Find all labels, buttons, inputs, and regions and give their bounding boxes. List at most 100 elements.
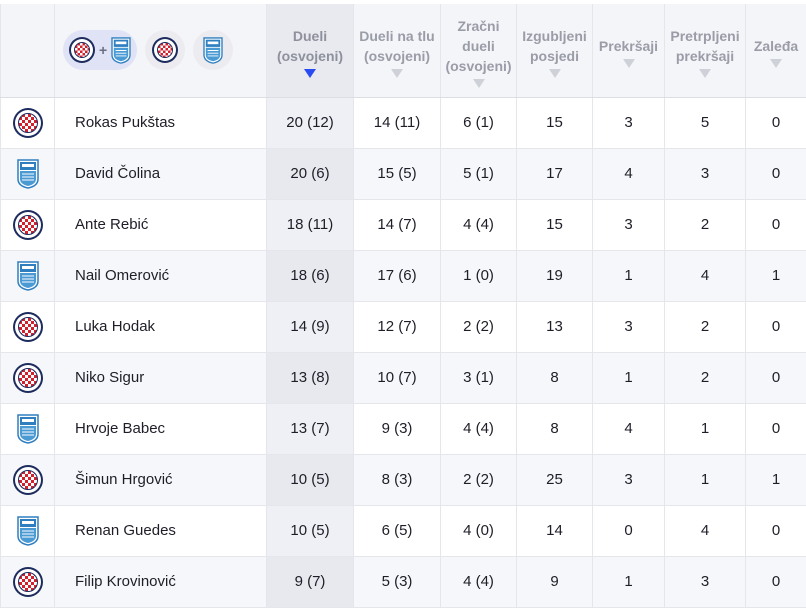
table-row[interactable]: Filip Krovinović 9 (7) 5 (3) 4 (4) 9 1 3…	[0, 556, 806, 608]
offsides-cell: 0	[745, 301, 806, 353]
ground-duels-cell: 17 (6)	[353, 250, 441, 302]
table-row[interactable]: Nail Omerović 18 (6) 17 (6) 1 (0) 19 1 4…	[0, 250, 806, 302]
lost-possession-cell: 17	[516, 148, 593, 200]
hajduk-crest-icon	[152, 37, 179, 64]
offsides-cell: 0	[745, 148, 806, 200]
aerial-duels-cell: 4 (4)	[440, 199, 517, 251]
ground-duels-cell: 12 (7)	[353, 301, 441, 353]
player-name[interactable]: Nail Omerović	[54, 250, 267, 302]
offsides-cell: 1	[745, 454, 806, 506]
offsides-cell: 0	[745, 97, 806, 149]
hajduk-crest-icon	[12, 362, 43, 393]
fouls-cell: 0	[592, 505, 665, 557]
hajduk-crest-icon	[12, 311, 43, 342]
aerial-duels-cell: 3 (1)	[440, 352, 517, 404]
duels-won-cell: 10 (5)	[266, 505, 354, 557]
column-header-duels[interactable]: Dueli (osvojeni)	[266, 4, 354, 98]
team-filters: +	[55, 30, 266, 71]
team-crest-cell	[0, 250, 55, 302]
player-name[interactable]: David Čolina	[54, 148, 267, 200]
fouls-cell: 3	[592, 454, 665, 506]
duels-won-cell: 18 (6)	[266, 250, 354, 302]
header-logo-cell	[0, 4, 55, 98]
shield-crest-icon	[111, 36, 131, 64]
team-crest-cell	[0, 505, 55, 557]
sort-arrow-icon	[699, 69, 711, 79]
sort-arrow-icon	[548, 69, 561, 79]
table-row[interactable]: Ante Rebić 18 (11) 14 (7) 4 (4) 15 3 2 0	[0, 199, 806, 251]
aerial-duels-cell: 1 (0)	[440, 250, 517, 302]
sort-arrow-icon	[472, 79, 485, 89]
team-filter-cell: +	[54, 4, 267, 98]
column-header-ground-duels[interactable]: Dueli na tlu (osvojeni)	[353, 4, 441, 98]
hajduk-crest-icon	[12, 107, 43, 138]
table-row[interactable]: Rokas Pukštas 20 (12) 14 (11) 6 (1) 15 3…	[0, 97, 806, 149]
aerial-duels-cell: 6 (1)	[440, 97, 517, 149]
player-name[interactable]: Ante Rebić	[54, 199, 267, 251]
ground-duels-cell: 14 (7)	[353, 199, 441, 251]
player-name[interactable]: Šimun Hrgović	[54, 454, 267, 506]
aerial-duels-cell: 4 (4)	[440, 556, 517, 608]
player-name[interactable]: Rokas Pukštas	[54, 97, 267, 149]
ground-duels-cell: 8 (3)	[353, 454, 441, 506]
fouls-cell: 3	[592, 301, 665, 353]
lost-possession-cell: 15	[516, 97, 593, 149]
column-header-lost-possession[interactable]: Izgubljeni posjedi	[516, 4, 593, 98]
offsides-cell: 0	[745, 505, 806, 557]
ground-duels-cell: 14 (11)	[353, 97, 441, 149]
fouls-cell: 4	[592, 403, 665, 455]
team-crest-cell	[0, 403, 55, 455]
filter-shield-team[interactable]	[193, 30, 234, 71]
shield-crest-icon	[16, 158, 39, 189]
duels-won-cell: 13 (8)	[266, 352, 354, 404]
was-fouled-cell: 5	[664, 97, 746, 149]
table-row[interactable]: Šimun Hrgović 10 (5) 8 (3) 2 (2) 25 3 1 …	[0, 454, 806, 506]
duels-won-cell: 20 (6)	[266, 148, 354, 200]
was-fouled-cell: 2	[664, 352, 746, 404]
column-header-offsides[interactable]: Zaleđa	[745, 4, 806, 98]
fouls-cell: 1	[592, 352, 665, 404]
player-name[interactable]: Hrvoje Babec	[54, 403, 267, 455]
lost-possession-cell: 8	[516, 352, 593, 404]
ground-duels-cell: 10 (7)	[353, 352, 441, 404]
column-header-aerial-duels[interactable]: Zračni dueli (osvojeni)	[440, 4, 517, 98]
sort-arrow-icon	[622, 59, 635, 69]
column-header-fouls[interactable]: Prekršaji	[592, 4, 665, 98]
team-crest-cell	[0, 148, 55, 200]
sort-arrow-icon	[391, 69, 403, 79]
offsides-cell: 0	[745, 199, 806, 251]
column-label: Prekršaji	[598, 38, 659, 55]
table-row[interactable]: Niko Sigur 13 (8) 10 (7) 3 (1) 8 1 2 0	[0, 352, 806, 404]
table-row[interactable]: David Čolina 20 (6) 15 (5) 5 (1) 17 4 3 …	[0, 148, 806, 200]
team-crest-cell	[0, 97, 55, 149]
was-fouled-cell: 3	[664, 556, 746, 608]
column-header-was-fouled[interactable]: Pretrpljeni prekršaji	[664, 4, 746, 98]
duels-won-cell: 10 (5)	[266, 454, 354, 506]
was-fouled-cell: 3	[664, 148, 746, 200]
team-crest-cell	[0, 556, 55, 608]
team-crest-cell	[0, 454, 55, 506]
table-row[interactable]: Hrvoje Babec 13 (7) 9 (3) 4 (4) 8 4 1 0	[0, 403, 806, 455]
fouls-cell: 4	[592, 148, 665, 200]
duels-won-cell: 9 (7)	[266, 556, 354, 608]
table-header-row: +	[0, 4, 806, 98]
sort-arrow-icon	[770, 59, 782, 69]
lost-possession-cell: 25	[516, 454, 593, 506]
table-row[interactable]: Luka Hodak 14 (9) 12 (7) 2 (2) 13 3 2 0	[0, 301, 806, 353]
player-name[interactable]: Renan Guedes	[54, 505, 267, 557]
player-name[interactable]: Niko Sigur	[54, 352, 267, 404]
fouls-cell: 3	[592, 199, 665, 251]
player-name[interactable]: Luka Hodak	[54, 301, 267, 353]
team-crest-cell	[0, 301, 55, 353]
offsides-cell: 0	[745, 556, 806, 608]
aerial-duels-cell: 4 (4)	[440, 403, 517, 455]
column-label: Izgubljeni posjedi	[522, 28, 587, 65]
player-name[interactable]: Filip Krovinović	[54, 556, 267, 608]
plus-label: +	[99, 42, 108, 59]
filter-hajduk[interactable]	[145, 30, 186, 71]
lost-possession-cell: 8	[516, 403, 593, 455]
sort-arrow-icon	[304, 69, 316, 79]
offsides-cell: 1	[745, 250, 806, 302]
filter-both-teams[interactable]: +	[63, 30, 138, 71]
table-row[interactable]: Renan Guedes 10 (5) 6 (5) 4 (0) 14 0 4 0	[0, 505, 806, 557]
